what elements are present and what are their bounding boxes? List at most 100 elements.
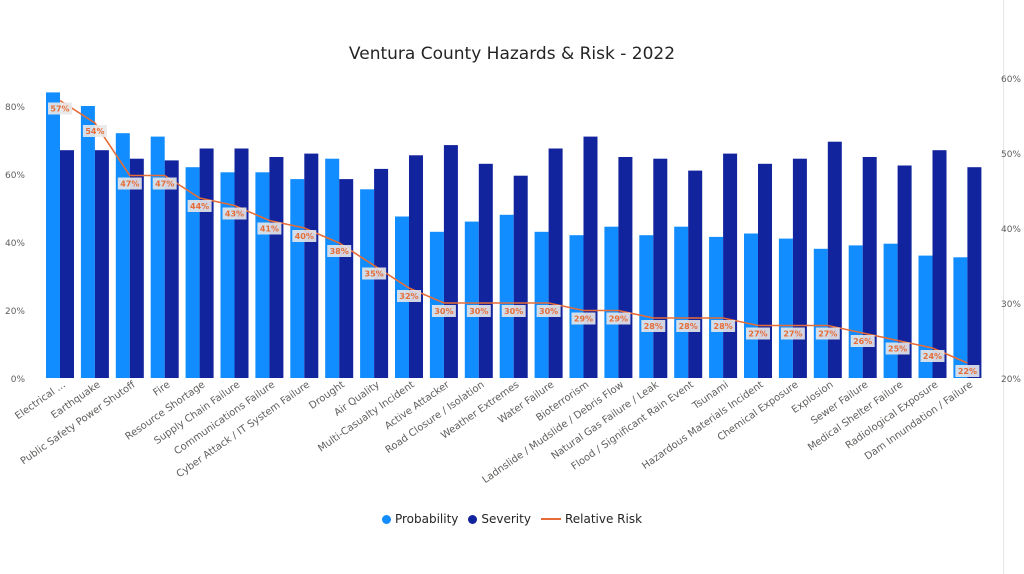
severity-bar[interactable] [897,165,912,379]
severity-bar[interactable] [234,148,249,379]
probability-bar[interactable] [604,226,619,378]
probability-bar[interactable] [185,167,200,378]
probability-bar[interactable] [429,231,444,378]
probability-bar[interactable] [499,214,514,378]
severity-bar[interactable] [618,157,633,378]
risk-data-label: 26% [853,337,872,346]
risk-label-bg [606,312,631,325]
risk-label-bg [362,267,387,280]
risk-data-label: 47% [120,180,139,189]
risk-line-layer: 57% 54% 47% 47% 44% 43% 41% 40% 38% 35% 32% 30% 30% 3… [48,99,980,377]
risk-data-label: 29% [574,315,593,324]
probability-bar[interactable] [46,92,60,379]
severity-bar[interactable] [583,136,598,378]
x-tick-label: Fire [151,379,172,398]
risk-data-label: 57% [50,105,69,114]
y-left-tick-label: 20% [5,307,25,317]
risk-label-bg [82,125,107,137]
probability-bar[interactable] [290,179,305,378]
risk-label-bg [117,177,142,190]
risk-data-label: 27% [748,330,767,339]
probability-bar[interactable] [80,106,95,378]
severity-bar[interactable] [129,158,144,378]
severity-bar[interactable] [548,148,563,379]
severity-bar[interactable] [60,150,74,378]
y-left-tick-label: 80% [5,103,25,113]
risk-label-bg [292,230,317,242]
probability-bar[interactable] [778,238,793,378]
risk-data-label: 41% [260,225,279,234]
probability-bar[interactable] [150,136,165,378]
risk-data-label: 30% [469,307,488,316]
risk-data-label: 24% [923,352,942,361]
probability-bar[interactable] [674,226,689,378]
risk-label-bg [536,305,561,317]
risk-data-label: 22% [958,367,977,376]
risk-label-bg [222,207,247,220]
probability-bar[interactable] [255,172,270,378]
severity-bar[interactable] [792,158,807,378]
legend-item-relative-risk[interactable]: Relative Risk [540,512,642,526]
probability-bar[interactable] [534,231,549,378]
relative-risk-swatch-icon [540,518,561,520]
risk-data-label: 44% [190,202,209,211]
risk-label-bg [746,327,770,340]
y-right-tick-label: 40% [1001,225,1021,235]
risk-label-bg [955,365,980,377]
severity-bar[interactable] [932,150,947,378]
probability-bar[interactable] [569,235,584,378]
probability-swatch-icon [381,514,391,524]
severity-bar[interactable] [443,145,458,378]
risk-data-label: 30% [504,307,523,316]
severity-bar[interactable] [199,148,214,379]
risk-data-label: 27% [783,330,802,339]
severity-bar[interactable] [339,179,354,378]
severity-bar[interactable] [967,167,982,378]
probability-bar[interactable] [848,245,863,378]
risk-data-label: 28% [679,322,698,331]
severity-bar[interactable] [269,157,284,378]
severity-bar[interactable] [164,160,179,378]
risk-label-bg [571,312,596,325]
probability-bar[interactable] [325,158,340,378]
y-left-tick-label: 60% [5,171,25,181]
severity-bar[interactable] [862,157,877,378]
risk-data-label: 30% [539,307,558,316]
probability-bar[interactable] [220,172,235,378]
probability-bar[interactable] [709,236,724,378]
risk-label-bg [257,222,282,235]
severity-bar[interactable] [688,170,703,378]
severity-bar[interactable] [723,153,738,378]
legend-item-probability[interactable]: Probability [381,512,458,526]
probability-bar[interactable] [639,235,654,378]
risk-label-bg [501,305,526,317]
severity-bar[interactable] [409,155,423,378]
severity-bar[interactable] [513,175,528,378]
risk-label-bg [431,305,456,317]
probability-bar[interactable] [464,221,479,378]
severity-bar[interactable] [94,150,109,378]
risk-label-bg [676,320,701,332]
risk-data-label: 32% [399,292,418,301]
severity-bar[interactable] [827,141,842,378]
legend-item-severity[interactable]: Severity [468,512,531,526]
panel-divider [1003,0,1004,574]
severity-bar[interactable] [478,163,493,378]
bars-layer [46,92,982,379]
severity-bar[interactable] [653,158,668,378]
severity-bar[interactable] [758,163,772,378]
probability-bar[interactable] [744,233,758,379]
chart-title: Ventura County Hazards & Risk - 2022 [348,44,676,64]
legend-label-severity: Severity [481,512,531,526]
probability-bar[interactable] [953,257,968,378]
y-right-tick-label: 50% [1001,150,1021,160]
severity-bar[interactable] [304,153,319,378]
probability-bar[interactable] [115,133,130,378]
probability-bar[interactable] [813,248,828,378]
risk-data-label: 25% [888,345,907,354]
risk-label-bg [815,327,840,340]
probability-bar[interactable] [360,189,375,378]
probability-bar[interactable] [883,243,898,378]
